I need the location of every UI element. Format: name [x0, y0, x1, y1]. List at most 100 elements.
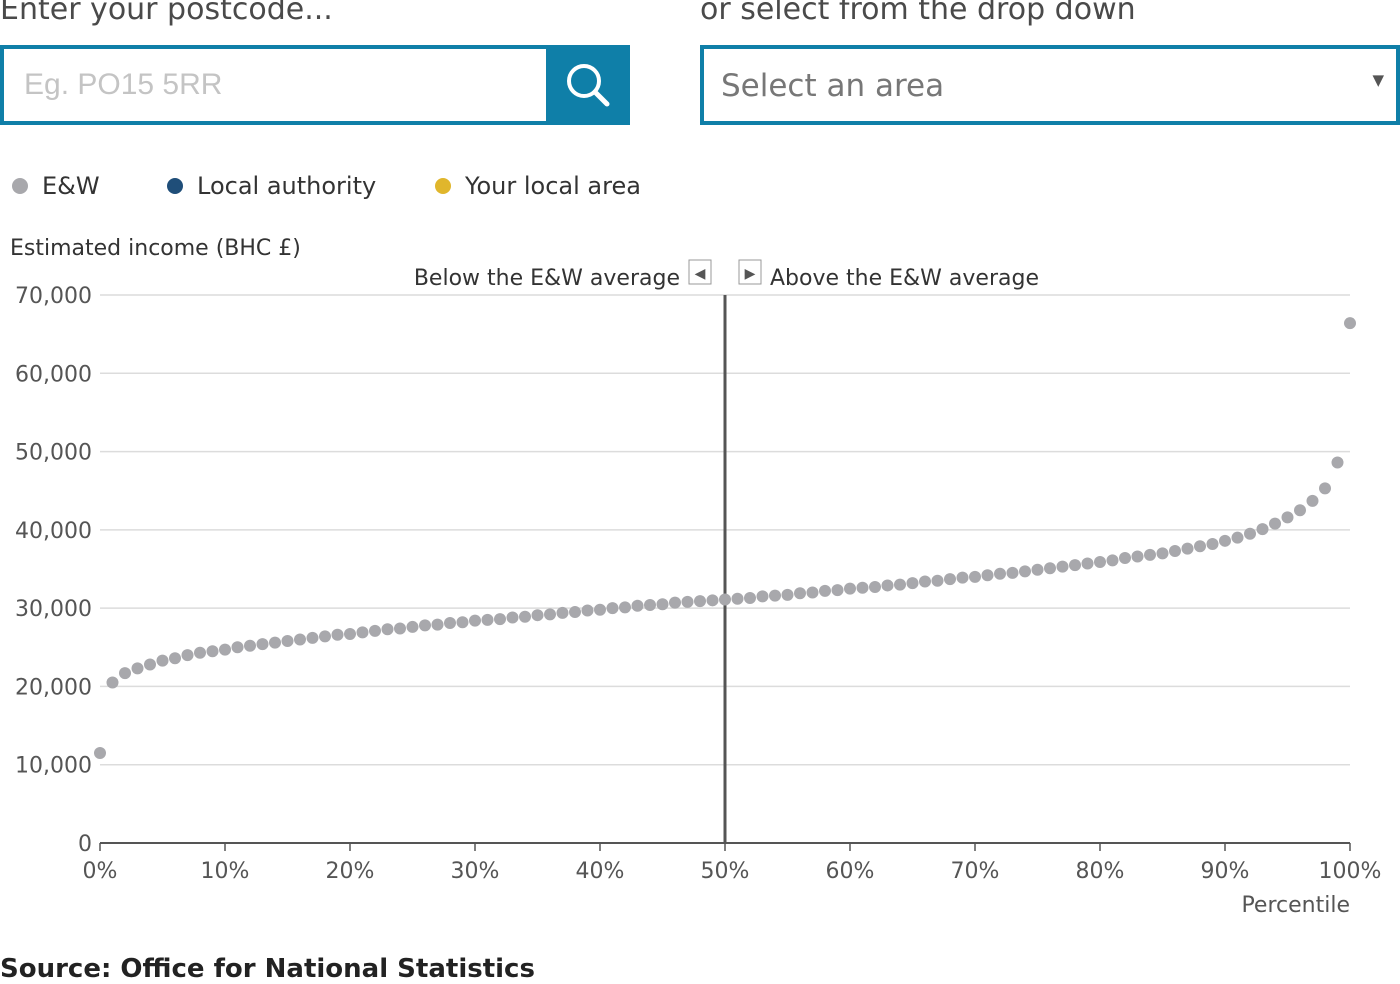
arrow-right-glyph: ▶	[745, 266, 756, 282]
data-point	[719, 593, 731, 606]
data-point	[119, 667, 131, 680]
data-point	[731, 592, 744, 605]
data-point	[594, 603, 606, 616]
postcode-field	[0, 45, 550, 125]
data-point	[194, 646, 206, 659]
data-point	[94, 746, 106, 759]
y-tick-label: 40,000	[15, 519, 92, 544]
data-point	[994, 567, 1006, 580]
x-tick-label: 40%	[576, 859, 625, 884]
data-point	[269, 636, 281, 649]
data-point	[1206, 537, 1219, 550]
data-point	[1344, 317, 1356, 330]
x-tick-label: 20%	[326, 859, 375, 884]
legend-dot-local-authority	[167, 178, 183, 194]
data-point	[319, 630, 331, 643]
data-point	[1269, 517, 1281, 530]
data-point	[1131, 550, 1144, 563]
data-point	[1294, 504, 1306, 517]
area-select-value: Select an area	[721, 68, 945, 104]
legend-dot-ew	[12, 178, 28, 194]
data-point	[169, 652, 181, 665]
arrow-right-icon	[738, 259, 762, 285]
data-point	[1031, 563, 1044, 576]
data-point	[881, 579, 894, 592]
area-select[interactable]: Select an area ▼	[700, 45, 1400, 125]
data-point	[931, 574, 944, 587]
data-point	[344, 627, 356, 640]
data-point	[144, 658, 156, 671]
data-point	[1056, 560, 1069, 573]
data-point	[794, 587, 806, 600]
data-point	[1231, 531, 1244, 544]
x-tick-label: 60%	[826, 859, 875, 884]
data-point	[956, 571, 969, 584]
data-point	[1094, 555, 1106, 568]
x-tick-label: 30%	[451, 859, 500, 884]
x-tick-label: 80%	[1076, 859, 1125, 884]
legend-item-local-area: Your local area	[435, 171, 641, 201]
data-point	[156, 654, 169, 667]
data-point	[431, 618, 444, 631]
data-point	[531, 609, 544, 622]
data-point	[1119, 552, 1131, 565]
data-point	[944, 573, 956, 586]
data-point	[294, 633, 306, 646]
data-point	[231, 641, 244, 654]
data-point	[306, 631, 319, 644]
data-point	[769, 589, 781, 602]
data-point	[606, 602, 619, 615]
data-point	[806, 586, 819, 599]
data-point	[819, 584, 831, 597]
data-point	[1194, 540, 1206, 553]
data-point	[756, 590, 769, 603]
data-point	[856, 581, 869, 594]
search-button[interactable]	[546, 45, 630, 125]
income-chart: 0 10,000 20,000 30,000 40,000 50,000 60,000 70,…	[10, 236, 1381, 918]
data-point	[1169, 544, 1181, 557]
data-point	[919, 575, 931, 588]
data-point	[581, 604, 594, 617]
y-tick-label: 20,000	[15, 675, 92, 700]
postcode-input[interactable]	[4, 49, 546, 121]
data-point	[631, 599, 644, 612]
data-point	[244, 639, 256, 652]
x-tick-label: 0%	[83, 859, 118, 884]
data-point	[506, 611, 519, 624]
legend-label-local-authority: Local authority	[197, 172, 377, 200]
data-point	[1044, 562, 1056, 575]
data-point	[481, 613, 494, 626]
y-tick-label: 70,000	[15, 284, 92, 309]
data-point	[781, 588, 794, 601]
legend-label-ew: E&W	[42, 172, 100, 200]
data-point	[656, 598, 669, 611]
y-tick-label: 60,000	[15, 362, 92, 387]
data-point	[669, 596, 681, 609]
y-tick-label: 50,000	[15, 441, 92, 466]
data-point	[356, 626, 369, 639]
data-point	[544, 608, 556, 621]
data-point	[694, 595, 706, 608]
data-point	[106, 676, 119, 689]
data-point	[1019, 565, 1031, 578]
data-point	[644, 599, 656, 612]
data-point	[556, 606, 569, 619]
legend-item-ew: E&W	[12, 171, 100, 201]
data-point	[1144, 548, 1156, 561]
data-point	[219, 643, 231, 656]
data-point	[869, 581, 881, 594]
data-point	[1081, 557, 1094, 570]
data-point	[181, 649, 194, 662]
data-point	[1244, 527, 1256, 540]
data-point	[519, 610, 531, 623]
data-point	[394, 622, 406, 635]
data-point	[981, 569, 994, 582]
data-point	[969, 570, 981, 583]
data-point	[1156, 547, 1169, 560]
search-icon	[567, 64, 610, 107]
data-point	[1256, 523, 1269, 536]
data-point	[619, 601, 631, 614]
x-tick-label: 10%	[201, 859, 250, 884]
data-point	[706, 594, 719, 607]
arrow-left-icon	[688, 259, 712, 285]
